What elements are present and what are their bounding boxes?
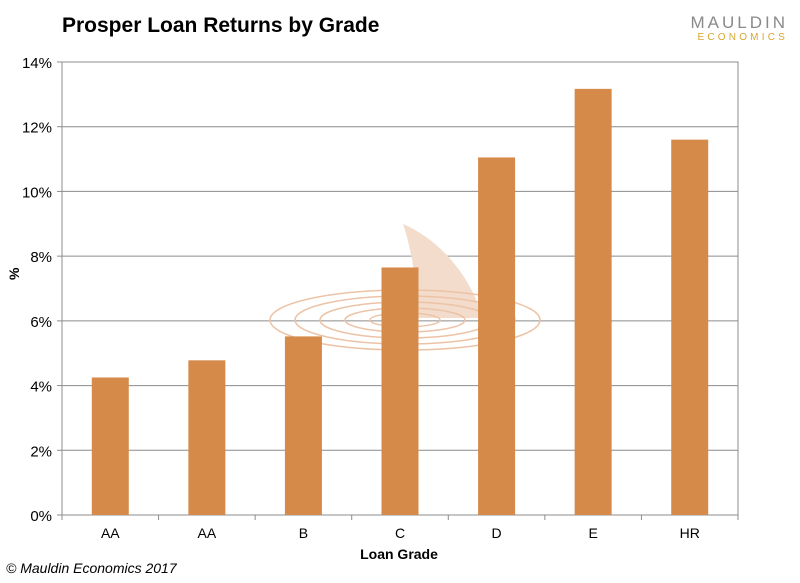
x-tick-label: AA: [198, 525, 217, 541]
bar-b-2: [284, 336, 322, 515]
copyright-note: © Mauldin Economics 2017: [6, 560, 177, 576]
y-tick-label: 6%: [30, 314, 52, 331]
x-tick-label: HR: [680, 525, 700, 541]
x-tick-label: C: [395, 525, 405, 541]
y-tick-label: 8%: [30, 249, 52, 266]
logo-bottom-text: ECONOMICS: [697, 32, 788, 43]
x-tick-label: B: [299, 525, 308, 541]
chart-title: Prosper Loan Returns by Grade: [62, 14, 380, 37]
bar-aa-0: [91, 377, 129, 515]
x-tick-label: E: [588, 525, 597, 541]
bar-hr-6: [671, 139, 709, 515]
y-tick-label: 12%: [22, 120, 52, 137]
bar-aa-1: [188, 360, 226, 515]
y-tick-label: 0%: [30, 508, 52, 525]
x-tick-label: D: [492, 525, 502, 541]
x-axis-label-wrap: Loan Grade: [0, 546, 800, 562]
bar-d-4: [478, 157, 516, 516]
y-tick-label: 2%: [30, 443, 52, 460]
x-axis-label: Loan Grade: [360, 546, 438, 562]
y-axis-label: %: [6, 267, 22, 280]
y-tick-label: 10%: [22, 184, 52, 201]
mauldin-logo: MAULDIN ECONOMICS: [690, 14, 788, 44]
watermark-fin-shape: [403, 224, 483, 318]
bar-e-5: [574, 88, 612, 515]
y-tick-label: 14%: [22, 55, 52, 72]
y-tick-label: 4%: [30, 379, 52, 396]
logo-top-text: MAULDIN: [690, 13, 788, 32]
x-tick-label: AA: [101, 525, 120, 541]
bar-c-3: [381, 267, 419, 515]
